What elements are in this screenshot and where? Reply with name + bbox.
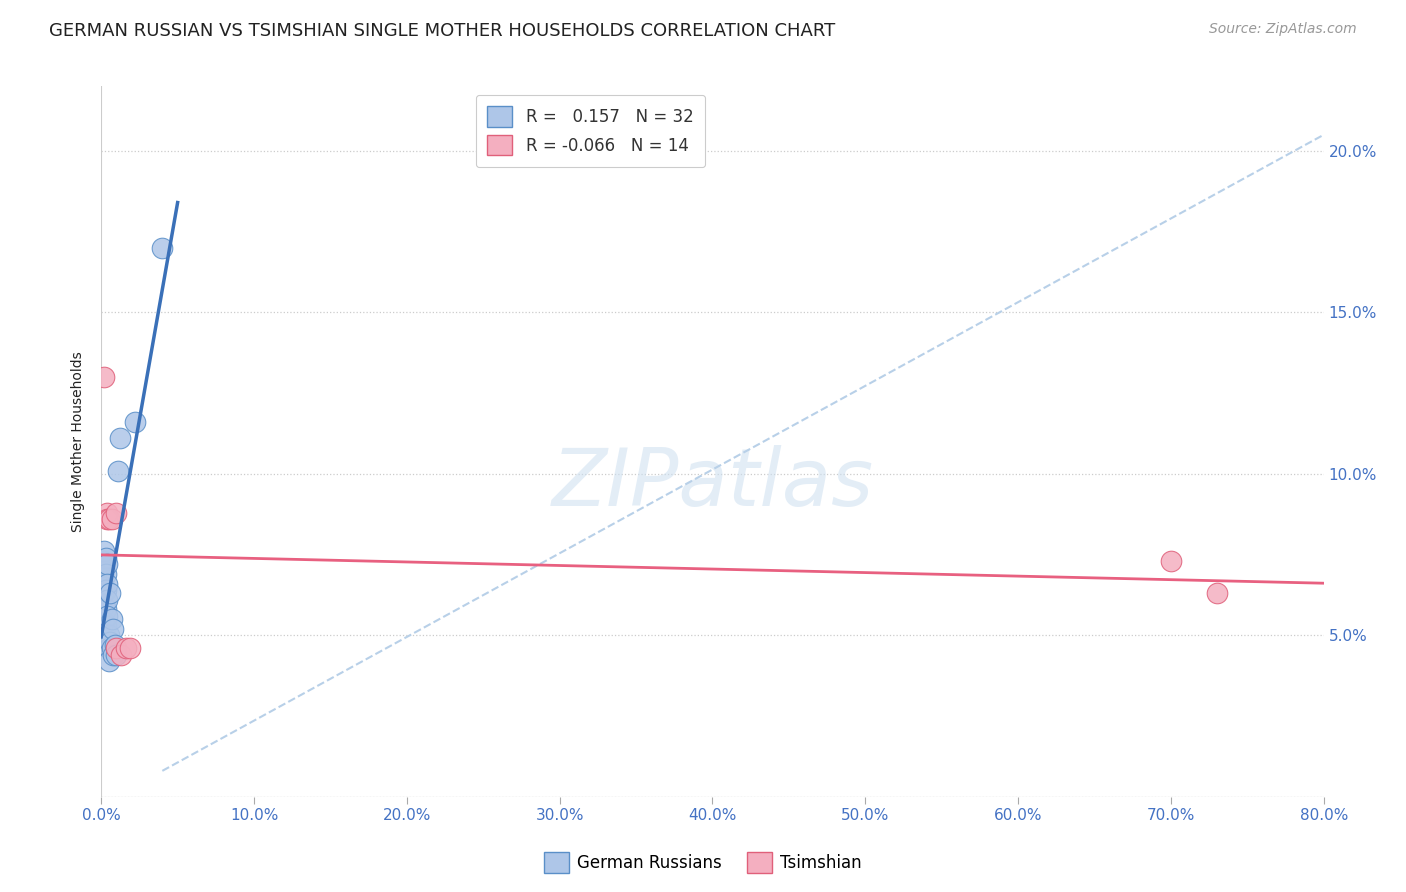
Point xyxy=(93,564,115,578)
Point xyxy=(96,592,118,607)
Point xyxy=(93,580,115,594)
Point xyxy=(94,618,117,632)
Point xyxy=(97,654,120,668)
Point xyxy=(114,641,136,656)
Point xyxy=(101,512,124,526)
Point xyxy=(101,641,124,656)
Point xyxy=(94,566,117,581)
Point xyxy=(91,554,114,568)
Point xyxy=(93,544,115,558)
Point xyxy=(94,550,117,565)
Point xyxy=(97,628,120,642)
Point xyxy=(105,506,128,520)
Point xyxy=(103,648,125,662)
Point xyxy=(94,602,117,616)
Text: Source: ZipAtlas.com: Source: ZipAtlas.com xyxy=(1209,22,1357,37)
Point xyxy=(104,638,127,652)
Point xyxy=(93,370,115,384)
Point xyxy=(105,648,128,662)
Point xyxy=(107,464,129,478)
Point xyxy=(93,599,115,614)
Point xyxy=(1160,554,1182,568)
Point xyxy=(96,576,118,591)
Y-axis label: Single Mother Households: Single Mother Households xyxy=(72,351,86,532)
Legend: R =   0.157   N = 32, R = -0.066   N = 14: R = 0.157 N = 32, R = -0.066 N = 14 xyxy=(475,95,704,167)
Point xyxy=(110,648,132,662)
Point xyxy=(96,512,118,526)
Legend: German Russians, Tsimshian: German Russians, Tsimshian xyxy=(537,846,869,880)
Point xyxy=(94,582,117,597)
Point xyxy=(91,570,114,584)
Point xyxy=(101,612,124,626)
Text: GERMAN RUSSIAN VS TSIMSHIAN SINGLE MOTHER HOUSEHOLDS CORRELATION CHART: GERMAN RUSSIAN VS TSIMSHIAN SINGLE MOTHE… xyxy=(49,22,835,40)
Point xyxy=(100,586,122,600)
Point xyxy=(108,431,131,445)
Point xyxy=(96,506,118,520)
Point xyxy=(96,558,118,572)
Point xyxy=(103,622,125,636)
Point xyxy=(124,415,146,429)
Point xyxy=(1205,586,1227,600)
Point xyxy=(105,641,128,656)
Point xyxy=(150,241,173,255)
Point xyxy=(97,641,120,656)
Point xyxy=(120,641,142,656)
Text: ZIPatlas: ZIPatlas xyxy=(551,445,873,523)
Point xyxy=(97,512,120,526)
Point xyxy=(91,586,114,600)
Point xyxy=(100,634,122,648)
Point xyxy=(93,615,115,630)
Point xyxy=(96,608,118,623)
